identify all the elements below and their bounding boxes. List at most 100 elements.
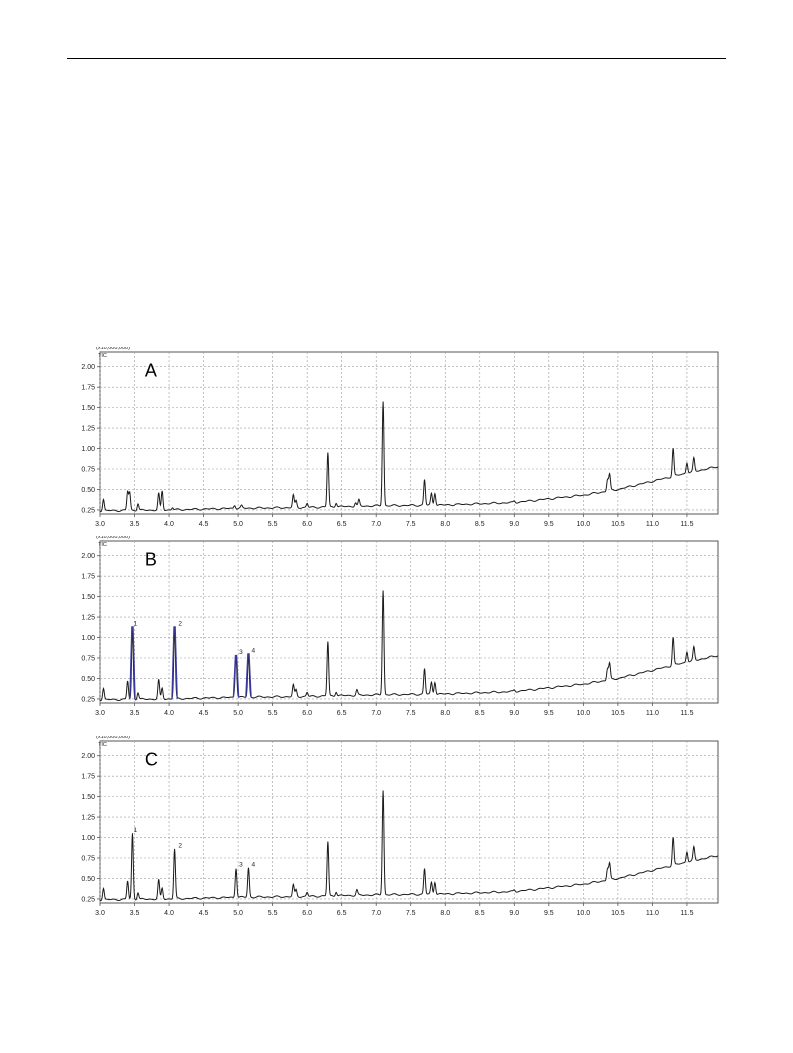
x-tick-label: 10.0 (577, 710, 591, 717)
x-tick-label: 6.5 (337, 521, 347, 528)
peak-number-label: 2 (178, 620, 182, 627)
y-tick-label: 0.75 (81, 856, 95, 863)
plot-frame (99, 740, 719, 904)
x-tick-label: 8.5 (475, 710, 485, 717)
y-tick-label: 1.00 (81, 635, 95, 642)
scale-label: (x10,000,000) (96, 536, 130, 540)
signal-trace (99, 590, 719, 702)
plot-frame (99, 351, 719, 515)
x-tick-label: 3.5 (130, 910, 140, 917)
x-tick-label: 10.5 (611, 910, 625, 917)
x-tick-label: 6.0 (302, 521, 312, 528)
x-tick-label: 4.5 (199, 910, 209, 917)
y-tick-label: 1.75 (81, 774, 95, 781)
y-tick-label: 1.50 (81, 405, 95, 412)
x-tick-label: 7.5 (406, 910, 416, 917)
peak-number-label: 1 (133, 827, 137, 834)
scale-label: (x10,000,000) (96, 347, 130, 351)
peak-number-label: 3 (239, 649, 243, 656)
trace-label: TIC (98, 542, 107, 548)
x-tick-label: 5.5 (268, 710, 278, 717)
y-tick-label: 1.00 (81, 446, 95, 453)
x-tick-label: 10.5 (611, 710, 625, 717)
x-tick-label: 8.5 (475, 910, 485, 917)
y-tick-label: 0.25 (81, 696, 95, 703)
panel-label: B (145, 550, 157, 570)
y-tick-label: 0.75 (81, 467, 95, 474)
x-tick-label: 6.0 (302, 910, 312, 917)
standard-peak (129, 626, 136, 700)
x-tick-label: 11.0 (646, 521, 659, 528)
x-tick-label: 11.5 (680, 710, 693, 717)
x-tick-label: 9.0 (509, 521, 519, 528)
x-tick-label: 3.0 (95, 910, 105, 917)
x-tick-label: 5.5 (268, 521, 278, 528)
x-tick-label: 9.0 (509, 910, 519, 917)
x-tick-label: 7.0 (371, 710, 381, 717)
x-tick-label: 4.0 (164, 710, 174, 717)
y-tick-label: 1.25 (81, 615, 95, 622)
y-tick-label: 1.75 (81, 385, 95, 392)
x-tick-label: 8.0 (440, 710, 450, 717)
trace-label: TIC (98, 353, 107, 359)
y-tick-label: 0.75 (81, 656, 95, 663)
y-tick-label: 0.25 (81, 507, 95, 514)
peak-number-label: 2 (178, 843, 182, 850)
y-tick-label: 0.25 (81, 896, 95, 903)
x-tick-label: 6.0 (302, 710, 312, 717)
y-tick-label: 1.00 (81, 835, 95, 842)
x-tick-label: 3.5 (130, 710, 140, 717)
y-tick-label: 2.00 (81, 553, 95, 560)
chromatogram-a-svg: 3.0 3.5 4.0 4.5 5.0 5.5 6.0 6.5 7.0 7.5 8.0 8.5 9.0 9… (81, 347, 719, 528)
y-tick-label: 1.25 (81, 815, 95, 822)
y-tick-label: 2.00 (81, 753, 95, 760)
peak-number-label: 1 (133, 620, 137, 627)
y-tick-label: 1.50 (81, 794, 95, 801)
scale-label: (x10,000,000) (96, 736, 130, 740)
peak-number-label: 4 (252, 647, 256, 654)
x-tick-label: 7.5 (406, 710, 416, 717)
signal-trace (99, 401, 719, 513)
x-tick-label: 5.0 (233, 910, 243, 917)
y-tick-label: 0.50 (81, 676, 95, 683)
x-tick-label: 9.5 (544, 521, 554, 528)
x-tick-label: 5.0 (233, 521, 243, 528)
x-tick-label: 4.5 (199, 521, 209, 528)
x-tick-label: 8.5 (475, 521, 485, 528)
x-tick-label: 8.0 (440, 910, 450, 917)
x-tick-label: 9.5 (544, 910, 554, 917)
x-tick-label: 4.0 (164, 521, 174, 528)
x-tick-label: 7.0 (371, 521, 381, 528)
x-tick-label: 11.5 (680, 910, 693, 917)
header-rule (67, 58, 726, 59)
x-tick-label: 10.0 (577, 910, 591, 917)
panel-label: A (145, 361, 157, 381)
x-tick-label: 5.0 (233, 710, 243, 717)
x-tick-label: 11.5 (680, 521, 693, 528)
standard-peak (232, 654, 240, 698)
x-tick-label: 10.0 (577, 521, 591, 528)
chromatogram-panel-c: 3.0 3.5 4.0 4.5 5.0 5.5 6.0 6.5 7.0 7.5 8.0 8.5 9.0 9… (60, 736, 725, 924)
standard-peak (171, 626, 178, 699)
panel-label: C (145, 750, 158, 770)
peak-number-label: 4 (252, 861, 256, 868)
x-tick-label: 7.5 (406, 521, 416, 528)
x-tick-label: 3.5 (130, 521, 140, 528)
x-tick-label: 4.5 (199, 710, 209, 717)
x-tick-label: 11.0 (646, 710, 659, 717)
x-tick-label: 7.0 (371, 910, 381, 917)
x-tick-label: 9.0 (509, 710, 519, 717)
x-tick-label: 8.0 (440, 521, 450, 528)
y-tick-label: 2.00 (81, 364, 95, 371)
chromatogram-b-svg: 3.0 3.5 4.0 4.5 5.0 5.5 6.0 6.5 7.0 7.5 8.0 8.5 9.0 9… (81, 536, 719, 717)
y-tick-label: 1.75 (81, 574, 95, 581)
signal-trace (99, 790, 719, 902)
x-tick-label: 9.5 (544, 710, 554, 717)
trace-label: TIC (98, 742, 107, 748)
x-tick-label: 11.0 (646, 910, 659, 917)
plot-frame (99, 540, 719, 704)
chromatogram-panel-a: 3.0 3.5 4.0 4.5 5.0 5.5 6.0 6.5 7.0 7.5 8.0 8.5 9.0 9… (60, 347, 725, 535)
y-tick-label: 1.25 (81, 426, 95, 433)
y-tick-label: 0.50 (81, 487, 95, 494)
x-tick-label: 10.5 (611, 521, 625, 528)
